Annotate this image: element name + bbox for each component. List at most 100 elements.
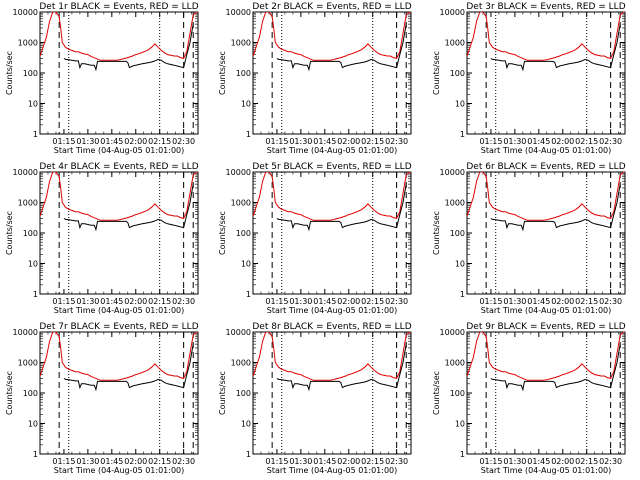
y-tick-label: 1000 (445, 199, 465, 208)
y-tick-label: 100 (236, 389, 251, 398)
y-axis-label: Counts/sec (218, 211, 227, 255)
detector-panel-8: Det 8r BLACK = Events, RED = LLD 1 10 100 10… (218, 322, 412, 475)
x-axis-label: Start Time (04-Aug-05 01:01:00) (267, 146, 398, 155)
x-tick-label: 02:15 (575, 297, 598, 306)
x-tick-label: 01:15 (52, 137, 75, 146)
panel-title: Det 8r BLACK = Events, RED = LLD (252, 322, 411, 332)
x-tick-label: 01:30 (503, 137, 526, 146)
plot-frame (39, 11, 199, 135)
y-tick-label: 1 (460, 450, 465, 459)
series-events-line (276, 24, 407, 72)
x-tick-label: 02:00 (551, 297, 574, 306)
x-tick-label: 02:15 (575, 457, 598, 466)
x-tick-label: 02:00 (124, 297, 147, 306)
y-tick-label: 1000 (231, 39, 251, 48)
plot-frame (39, 171, 199, 295)
panel-title: Det 4r BLACK = Events, RED = LLD (39, 162, 198, 172)
series-lld-line (40, 12, 198, 61)
panel-title: Det 9r BLACK = Events, RED = LLD (466, 322, 625, 332)
panel-title: Det 2r BLACK = Events, RED = LLD (252, 2, 411, 12)
series-events-line (63, 24, 194, 72)
series-lld-line (467, 172, 625, 221)
x-tick-label: 01:45 (527, 457, 550, 466)
y-tick-label: 100 (23, 389, 38, 398)
detector-panel-4: Det 4r BLACK = Events, RED = LLD 1 10 100 10… (5, 162, 199, 315)
y-tick-label: 100 (450, 389, 465, 398)
x-tick-label: 02:00 (337, 297, 360, 306)
series-events-line (63, 184, 194, 232)
y-tick-label: 1 (246, 130, 251, 139)
x-tick-label: 01:15 (52, 457, 75, 466)
plot-frame (466, 171, 626, 295)
y-tick-label: 1 (460, 130, 465, 139)
series-lld-line (40, 172, 198, 221)
y-axis-label: Counts/sec (218, 51, 227, 95)
x-tick-label: 01:30 (289, 457, 312, 466)
y-tick-label: 1000 (18, 39, 38, 48)
y-tick-label: 100 (236, 69, 251, 78)
panel-title: Det 7r BLACK = Events, RED = LLD (39, 322, 198, 332)
y-tick-label: 10000 (13, 8, 38, 17)
x-tick-label: 02:15 (361, 457, 384, 466)
x-tick-label: 02:00 (337, 137, 360, 146)
x-tick-label: 01:15 (265, 137, 288, 146)
y-tick-label: 1000 (231, 199, 251, 208)
y-tick-label: 10 (241, 100, 251, 109)
y-axis-label: Counts/sec (432, 51, 441, 95)
plot-frame (466, 331, 626, 455)
panel-title: Det 1r BLACK = Events, RED = LLD (39, 2, 198, 12)
x-tick-label: 01:15 (479, 297, 502, 306)
y-axis-label: Counts/sec (218, 371, 227, 415)
detector-panel-2: Det 2r BLACK = Events, RED = LLD 1 10 100 10… (218, 2, 412, 155)
y-tick-label: 1000 (231, 359, 251, 368)
series-lld-line (253, 172, 411, 221)
y-tick-label: 10 (241, 420, 251, 429)
panel-title: Det 3r BLACK = Events, RED = LLD (466, 2, 625, 12)
panel-title: Det 5r BLACK = Events, RED = LLD (252, 162, 411, 172)
x-tick-label: 02:30 (385, 297, 408, 306)
x-tick-label: 02:30 (599, 457, 622, 466)
x-axis-label: Start Time (04-Aug-05 01:01:00) (481, 146, 612, 155)
x-tick-label: 02:15 (361, 297, 384, 306)
detector-panel-3: Det 3r BLACK = Events, RED = LLD 1 10 100 10… (432, 2, 626, 155)
series-lld-line (467, 332, 625, 381)
x-tick-label: 02:00 (551, 457, 574, 466)
x-tick-label: 01:45 (100, 297, 123, 306)
x-tick-label: 01:30 (503, 457, 526, 466)
y-tick-label: 10000 (13, 328, 38, 337)
plot-data-area (253, 12, 411, 134)
y-tick-label: 10 (28, 100, 38, 109)
y-tick-label: 100 (450, 69, 465, 78)
x-tick-label: 01:45 (100, 457, 123, 466)
detector-panel-1: Det 1r BLACK = Events, RED = LLD 1 10 100 10… (5, 2, 199, 155)
y-tick-label: 1 (33, 290, 38, 299)
y-tick-label: 1 (33, 450, 38, 459)
x-tick-label: 01:30 (289, 137, 312, 146)
plot-frame (39, 331, 199, 455)
y-tick-label: 10 (241, 260, 251, 269)
x-axis-label: Start Time (04-Aug-05 01:01:00) (481, 306, 612, 315)
y-axis-label: Counts/sec (5, 51, 14, 95)
y-tick-label: 100 (450, 229, 465, 238)
detector-panel-7: Det 7r BLACK = Events, RED = LLD 1 10 100 10… (5, 322, 199, 475)
x-tick-label: 01:30 (289, 297, 312, 306)
y-tick-label: 10000 (13, 168, 38, 177)
x-tick-label: 01:30 (76, 137, 99, 146)
y-tick-label: 100 (23, 69, 38, 78)
x-tick-label: 01:30 (76, 297, 99, 306)
detector-panel-9: Det 9r BLACK = Events, RED = LLD 1 10 100 10… (432, 322, 626, 475)
x-tick-label: 02:30 (172, 457, 195, 466)
plot-frame (252, 11, 412, 135)
x-tick-label: 02:00 (124, 457, 147, 466)
x-axis-label: Start Time (04-Aug-05 01:01:00) (267, 306, 398, 315)
plot-data-area (253, 172, 411, 294)
x-tick-label: 01:15 (265, 457, 288, 466)
y-tick-label: 1000 (445, 359, 465, 368)
x-tick-label: 02:00 (551, 137, 574, 146)
y-tick-label: 10000 (226, 168, 251, 177)
y-tick-label: 10 (28, 260, 38, 269)
series-lld-line (467, 12, 625, 61)
y-tick-label: 1 (246, 290, 251, 299)
x-axis-label: Start Time (04-Aug-05 01:01:00) (54, 466, 185, 475)
